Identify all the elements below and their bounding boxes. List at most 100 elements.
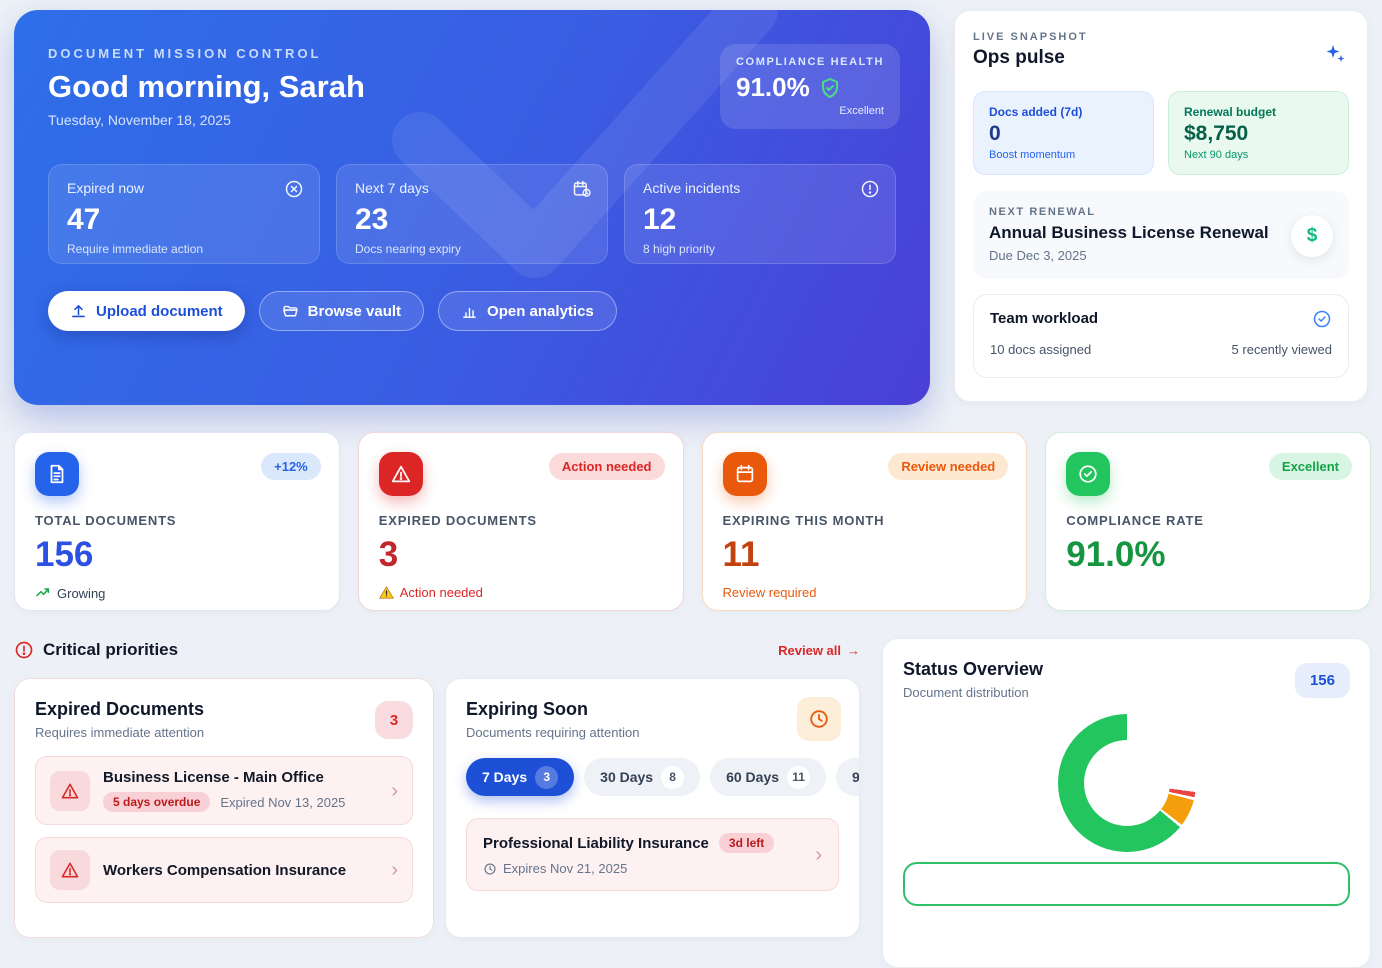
compliance-health-value: 91.0% <box>736 72 810 102</box>
expires-date: Expires Nov 21, 2025 <box>503 861 628 876</box>
kpi-label: EXPIRED DOCUMENTS <box>378 513 537 528</box>
stat-sub: 8 high priority <box>643 242 716 256</box>
tab-label: 90 Days <box>852 769 860 785</box>
docs-added-value: 0 <box>989 122 1001 145</box>
expiring-tabs: 7 Days 3 30 Days 8 60 Days 11 90 Days <box>466 758 859 796</box>
kpi-foot-label: Review required <box>722 585 817 600</box>
stat-active-incidents[interactable]: Active incidents 12 8 high priority <box>624 164 896 264</box>
calendar-clock-icon <box>572 179 592 199</box>
stat-value: 47 <box>67 203 101 236</box>
chevron-right-icon: › <box>391 779 398 802</box>
document-icon <box>35 452 79 496</box>
hero-kicker: DOCUMENT MISSION CONTROL <box>48 46 322 61</box>
tab-label: 60 Days <box>726 769 780 785</box>
tab-label: 30 Days <box>600 769 654 785</box>
kpi-total-documents[interactable]: +12% TOTAL DOCUMENTS 156 Growing <box>14 432 340 611</box>
circle-x-icon <box>284 179 304 199</box>
warning-icon <box>378 585 394 600</box>
stat-sub: Require immediate action <box>67 242 204 256</box>
alert-circle-icon <box>860 179 880 199</box>
renewal-budget-tile[interactable]: Renewal budget $8,750 Next 90 days <box>1168 91 1349 175</box>
compliance-health-label: COMPLIANCE HEALTH <box>736 56 884 68</box>
expired-panel-title: Expired Documents <box>35 699 205 719</box>
next-renewal-kicker: NEXT RENEWAL <box>989 206 1096 218</box>
tab-7-days[interactable]: 7 Days 3 <box>466 758 575 796</box>
status-panel-subtitle: Document distribution <box>903 685 1029 700</box>
kpi-row: +12% TOTAL DOCUMENTS 156 Growing Action … <box>14 432 1371 611</box>
stat-next-7-days[interactable]: Next 7 days 23 Docs nearing expiry <box>336 164 608 264</box>
kpi-foot-label: Action needed <box>399 585 483 600</box>
docs-added-sub: Boost momentum <box>989 149 1076 161</box>
circle-check-icon <box>1312 309 1332 329</box>
clock-icon <box>797 697 841 741</box>
status-donut-chart <box>1057 714 1196 852</box>
calendar-icon <box>722 452 767 496</box>
review-all-label: Review all <box>778 642 841 658</box>
stat-expired-now[interactable]: Expired now 47 Require immediate action <box>48 164 320 264</box>
renewal-budget-sub: Next 90 days <box>1184 149 1249 161</box>
tab-count-badge: 11 <box>787 765 811 789</box>
open-analytics-label: Open analytics <box>487 302 594 320</box>
tab-count-badge: 3 <box>535 765 559 789</box>
kpi-expiring-this-month[interactable]: Review needed EXPIRING THIS MONTH 11 Rev… <box>701 432 1028 611</box>
expired-doc-row[interactable]: Workers Compensation Insurance › <box>35 837 413 903</box>
ops-kicker: LIVE SNAPSHOT <box>973 31 1088 43</box>
shield-check-icon <box>818 76 842 100</box>
team-workload-tile[interactable]: Team workload 10 docs assigned 5 recentl… <box>973 294 1349 378</box>
kpi-badge: +12% <box>261 453 321 480</box>
expired-doc-row[interactable]: Business License - Main Office 5 days ov… <box>35 756 413 825</box>
stat-value: 12 <box>643 203 677 236</box>
doc-title: Workers Compensation Insurance <box>103 861 347 879</box>
docs-added-tile[interactable]: Docs added (7d) 0 Boost momentum <box>973 91 1154 175</box>
open-analytics-button[interactable]: Open analytics <box>438 291 617 331</box>
kpi-foot-label: Growing <box>57 585 106 601</box>
kpi-badge: Review needed <box>888 453 1009 480</box>
arrow-right-icon: → <box>847 642 860 658</box>
kpi-value: 91.0% <box>1066 535 1166 574</box>
chevron-right-icon: › <box>391 859 398 881</box>
page-title: Good morning, Sarah <box>48 69 365 104</box>
kpi-expired-documents[interactable]: Action needed EXPIRED DOCUMENTS 3 Action… <box>357 432 684 611</box>
expired-documents-panel: Expired Documents Requires immediate att… <box>14 678 434 938</box>
next-renewal-due: Due Dec 3, 2025 <box>989 248 1087 263</box>
upload-document-button[interactable]: Upload document <box>48 291 245 331</box>
next-renewal-title: Annual Business License Renewal <box>989 223 1269 242</box>
hero-stat-tiles: Expired now 47 Require immediate action … <box>48 164 896 264</box>
review-all-link[interactable]: Review all → <box>778 643 860 658</box>
docs-assigned: 10 docs assigned <box>990 342 1092 357</box>
status-legend-box <box>903 862 1350 906</box>
kpi-label: EXPIRING THIS MONTH <box>722 513 885 528</box>
overdue-badge: 5 days overdue <box>103 792 211 812</box>
kpi-badge: Action needed <box>548 453 665 480</box>
sparkles-icon[interactable] <box>1323 43 1347 67</box>
expired-panel-subtitle: Requires immediate attention <box>35 725 205 740</box>
warning-triangle-icon <box>50 850 90 890</box>
doc-title: Professional Liability Insurance <box>483 834 709 852</box>
expiring-panel-title: Expiring Soon <box>466 699 589 719</box>
expiring-panel-subtitle: Documents requiring attention <box>466 725 640 740</box>
stat-sub: Docs nearing expiry <box>355 242 462 256</box>
browse-vault-label: Browse vault <box>307 302 402 320</box>
tab-60-days[interactable]: 60 Days 11 <box>710 758 827 796</box>
status-overview-panel: Status Overview Document distribution 15… <box>882 638 1371 968</box>
tab-count-badge: 8 <box>661 765 685 789</box>
stat-label: Next 7 days <box>355 180 429 196</box>
renewal-budget-value: $8,750 <box>1184 122 1249 145</box>
expiring-doc-row[interactable]: Professional Liability Insurance 3d left… <box>466 818 839 891</box>
hero-actions: Upload document Browse vault Open analyt… <box>48 291 896 331</box>
kpi-badge: Excellent <box>1268 453 1352 480</box>
recently-viewed: 5 recently viewed <box>1231 342 1332 357</box>
tab-90-days[interactable]: 90 Days <box>836 758 860 796</box>
kpi-compliance-rate[interactable]: Excellent COMPLIANCE RATE 91.0% <box>1045 432 1371 611</box>
expired-count-badge: 3 <box>375 701 413 739</box>
next-renewal-tile[interactable]: NEXT RENEWAL Annual Business License Ren… <box>973 191 1349 279</box>
bar-chart-icon <box>461 303 478 320</box>
donut-hole <box>1083 740 1170 826</box>
tab-label: 7 Days <box>482 769 528 785</box>
warning-triangle-icon <box>378 452 423 496</box>
alert-circle-icon <box>14 640 34 660</box>
browse-vault-button[interactable]: Browse vault <box>258 291 425 331</box>
team-workload-title: Team workload <box>990 310 1099 327</box>
tab-30-days[interactable]: 30 Days 8 <box>584 758 701 796</box>
critical-priorities-header: Critical priorities Review all → <box>14 640 860 660</box>
